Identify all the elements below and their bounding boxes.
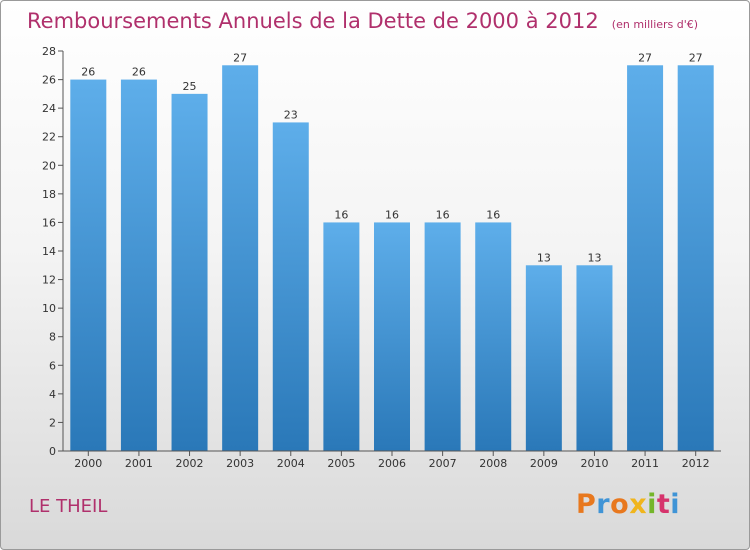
bar-value-label: 13 [587, 251, 601, 264]
x-tick-label: 2010 [580, 457, 608, 470]
y-tick-label: 16 [42, 216, 56, 229]
bar-value-label: 16 [436, 208, 450, 221]
logo-letter: t [656, 489, 671, 520]
bar-2000 [70, 79, 107, 452]
logo-letter: i [670, 489, 681, 520]
chart-title-main: Remboursements Annuels de la Dette de 20… [27, 9, 599, 33]
chart-title: Remboursements Annuels de la Dette de 20… [27, 9, 698, 33]
bar-value-label: 13 [537, 251, 551, 264]
commune-name: LE THEIL [29, 496, 108, 517]
x-tick-label: 2007 [429, 457, 457, 470]
bar-2011 [627, 65, 664, 452]
x-tick-label: 2006 [378, 457, 406, 470]
logo-letter: r [596, 489, 611, 520]
y-tick-label: 8 [49, 331, 56, 344]
y-tick-label: 24 [42, 102, 56, 115]
bar-value-label: 27 [638, 51, 652, 64]
y-tick-label: 12 [42, 274, 56, 287]
x-tick-label: 2008 [479, 457, 507, 470]
bar-2001 [120, 79, 157, 452]
x-tick-label: 2005 [327, 457, 355, 470]
logo-letter: o [610, 489, 630, 520]
bar-2008 [475, 222, 512, 451]
bar-2004 [272, 122, 309, 451]
bar-value-label: 27 [689, 51, 703, 64]
bar-2006 [374, 222, 410, 451]
x-tick-label: 2011 [631, 457, 659, 470]
x-tick-label: 2004 [277, 457, 305, 470]
bar-2005 [323, 222, 360, 451]
x-tick-label: 2009 [530, 457, 558, 470]
y-tick-label: 22 [42, 131, 56, 144]
x-tick-label: 2003 [226, 457, 254, 470]
bar-2002 [171, 93, 208, 451]
x-tick-label: 2012 [682, 457, 710, 470]
chart-title-unit: (en milliers d'€) [611, 18, 699, 31]
bars: 26 26 25 27 23 16 16 16 16 13 13 27 27 [70, 51, 714, 452]
x-tick-label: 2001 [125, 457, 153, 470]
x-axis: 2000 2001 2002 2003 2004 2005 2006 2007 2008 2009… [63, 450, 721, 470]
y-tick-label: 0 [49, 445, 56, 458]
logo-letter: i [647, 489, 657, 520]
bar-value-label: 16 [334, 208, 348, 221]
bar-value-label: 16 [486, 208, 500, 221]
y-tick-label: 18 [42, 188, 56, 201]
bar-value-label: 26 [81, 66, 95, 79]
bar-value-label: 27 [233, 51, 247, 64]
y-tick-label: 14 [42, 245, 56, 258]
x-tick-label: 2002 [176, 457, 204, 470]
bar-2012 [677, 65, 714, 452]
y-tick-label: 26 [42, 74, 56, 87]
y-tick-label: 20 [42, 159, 56, 172]
bar-2003 [222, 65, 259, 452]
x-tick-label: 2000 [74, 457, 102, 470]
bar-value-label: 25 [183, 80, 197, 93]
logo-letter: P [576, 489, 597, 520]
proxiti-logo: Proxiti [576, 489, 680, 520]
y-tick-label: 4 [49, 388, 56, 401]
bar-2010 [576, 265, 613, 451]
y-tick-label: 6 [49, 359, 56, 372]
bar-value-label: 16 [385, 208, 399, 221]
bar-value-label: 23 [284, 108, 298, 121]
y-tick-label: 2 [49, 416, 56, 429]
y-tick-label: 10 [42, 302, 56, 315]
bar-value-label: 26 [132, 66, 146, 79]
y-tick-label: 28 [42, 45, 56, 58]
bar-2009 [525, 265, 562, 451]
bar-2007 [424, 222, 461, 451]
logo-letter: x [629, 489, 648, 520]
